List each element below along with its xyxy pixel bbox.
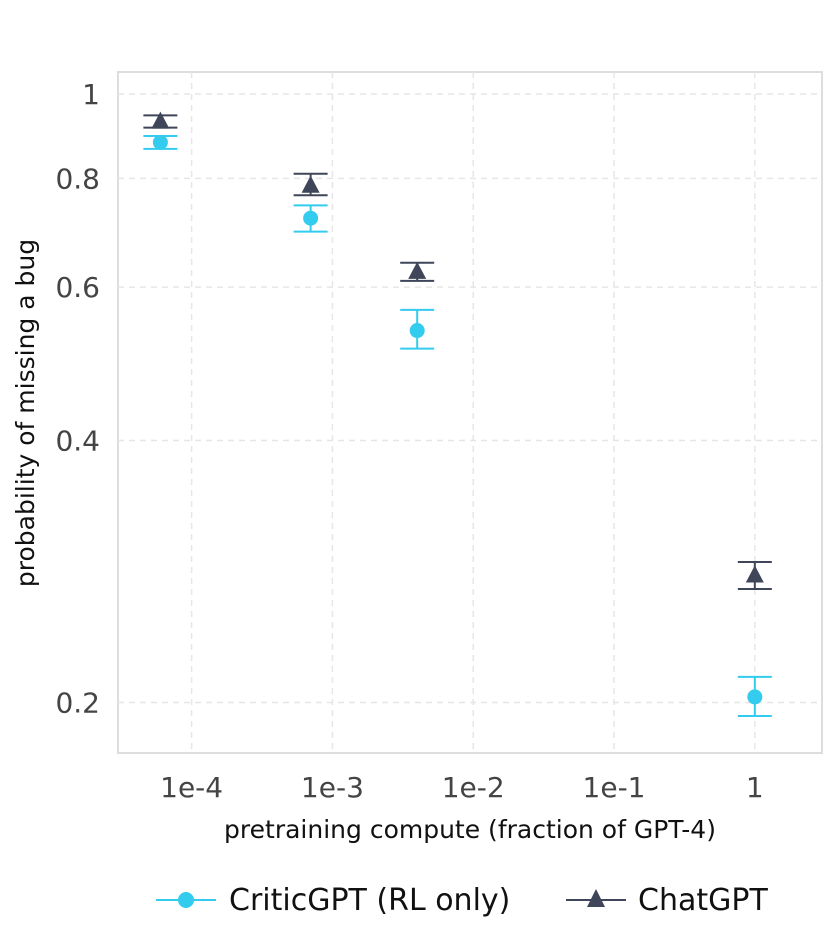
y-tick-label: 0.8 bbox=[55, 162, 100, 195]
data-point-circle bbox=[152, 134, 168, 150]
x-tick-label: 1e-4 bbox=[160, 771, 223, 804]
legend-triangle-icon bbox=[587, 889, 605, 907]
data-point-triangle bbox=[745, 565, 764, 583]
y-axis-label: probability of missing a bug bbox=[11, 239, 40, 587]
x-tick-label: 1e-3 bbox=[301, 771, 364, 804]
data-point-circle bbox=[409, 323, 425, 339]
legend-item-chatgpt: ChatGPT bbox=[566, 883, 768, 918]
x-tick-label: 1e-1 bbox=[583, 771, 646, 804]
data-point-circle bbox=[303, 210, 319, 226]
x-ticks: 1e-4 1e-3 1e-2 1e-1 1 bbox=[160, 771, 764, 804]
data-point-triangle bbox=[408, 261, 427, 279]
x-axis-label: pretraining compute (fraction of GPT-4) bbox=[224, 815, 716, 844]
y-tick-label: 0.6 bbox=[55, 271, 100, 304]
data-point-triangle bbox=[151, 111, 170, 129]
legend-label-criticgpt: CriticGPT (RL only) bbox=[229, 883, 510, 918]
series-0 bbox=[143, 134, 772, 717]
grid bbox=[118, 72, 822, 753]
series-1 bbox=[143, 111, 772, 591]
data-marks bbox=[143, 111, 772, 717]
data-point-circle bbox=[747, 689, 763, 705]
y-tick-label: 1 bbox=[82, 78, 100, 111]
legend: CriticGPT (RL only) ChatGPT bbox=[156, 883, 768, 918]
x-tick-label: 1 bbox=[746, 771, 764, 804]
plot-area bbox=[117, 71, 823, 754]
legend-circle-icon bbox=[178, 892, 194, 908]
y-tick-label: 0.2 bbox=[55, 687, 100, 720]
legend-item-criticgpt: CriticGPT (RL only) bbox=[156, 883, 510, 918]
x-tick-label: 1e-2 bbox=[442, 771, 505, 804]
y-ticks: 0.2 0.4 0.6 0.8 1 bbox=[55, 78, 100, 719]
legend-label-chatgpt: ChatGPT bbox=[638, 883, 768, 918]
data-point-triangle bbox=[301, 175, 320, 193]
y-tick-label: 0.4 bbox=[55, 424, 100, 457]
